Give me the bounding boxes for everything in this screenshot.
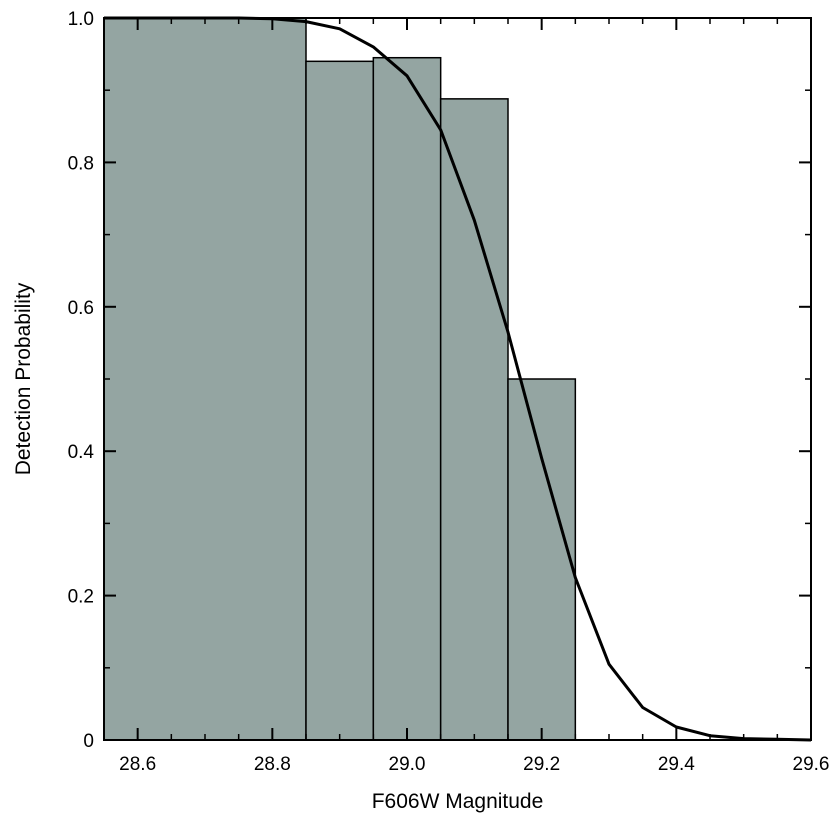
- histogram-bar-4: [507, 378, 577, 741]
- x-axis-title: F606W Magnitude: [372, 790, 544, 813]
- x-tick-label: 29.2: [523, 754, 560, 775]
- x-tick-label: 29.6: [793, 754, 830, 775]
- histogram-bars: [103, 17, 577, 741]
- x-tick-label: 28.8: [254, 754, 291, 775]
- y-tick-label: 0.8: [68, 153, 94, 174]
- y-tick-label: 0.4: [68, 442, 95, 463]
- x-tick-label: 28.6: [119, 754, 156, 775]
- x-tick-label: 29.0: [389, 754, 426, 775]
- histogram-bar-3: [439, 98, 509, 741]
- y-tick-labels: 0 0.2 0.4 0.6 0.8 1.0: [68, 9, 95, 752]
- x-tick-labels: 28.6 28.8 29.0 29.2 29.4 29.6: [119, 754, 829, 775]
- detection-curve: [104, 16, 812, 742]
- y-tick-label: 0: [83, 731, 94, 752]
- x-tick-label: 29.4: [658, 754, 695, 775]
- histogram-bar-2: [372, 56, 442, 741]
- y-tick-label: 0.2: [68, 587, 94, 608]
- y-tick-label: 1.0: [68, 9, 94, 30]
- histogram-bar-0: [103, 17, 307, 741]
- curve-line-0: [104, 16, 812, 742]
- axis-ticks: [103, 17, 812, 741]
- histogram-bar-1: [305, 60, 375, 741]
- y-tick-label: 0.6: [68, 298, 94, 319]
- y-axis-title: Detection Probability: [12, 282, 35, 475]
